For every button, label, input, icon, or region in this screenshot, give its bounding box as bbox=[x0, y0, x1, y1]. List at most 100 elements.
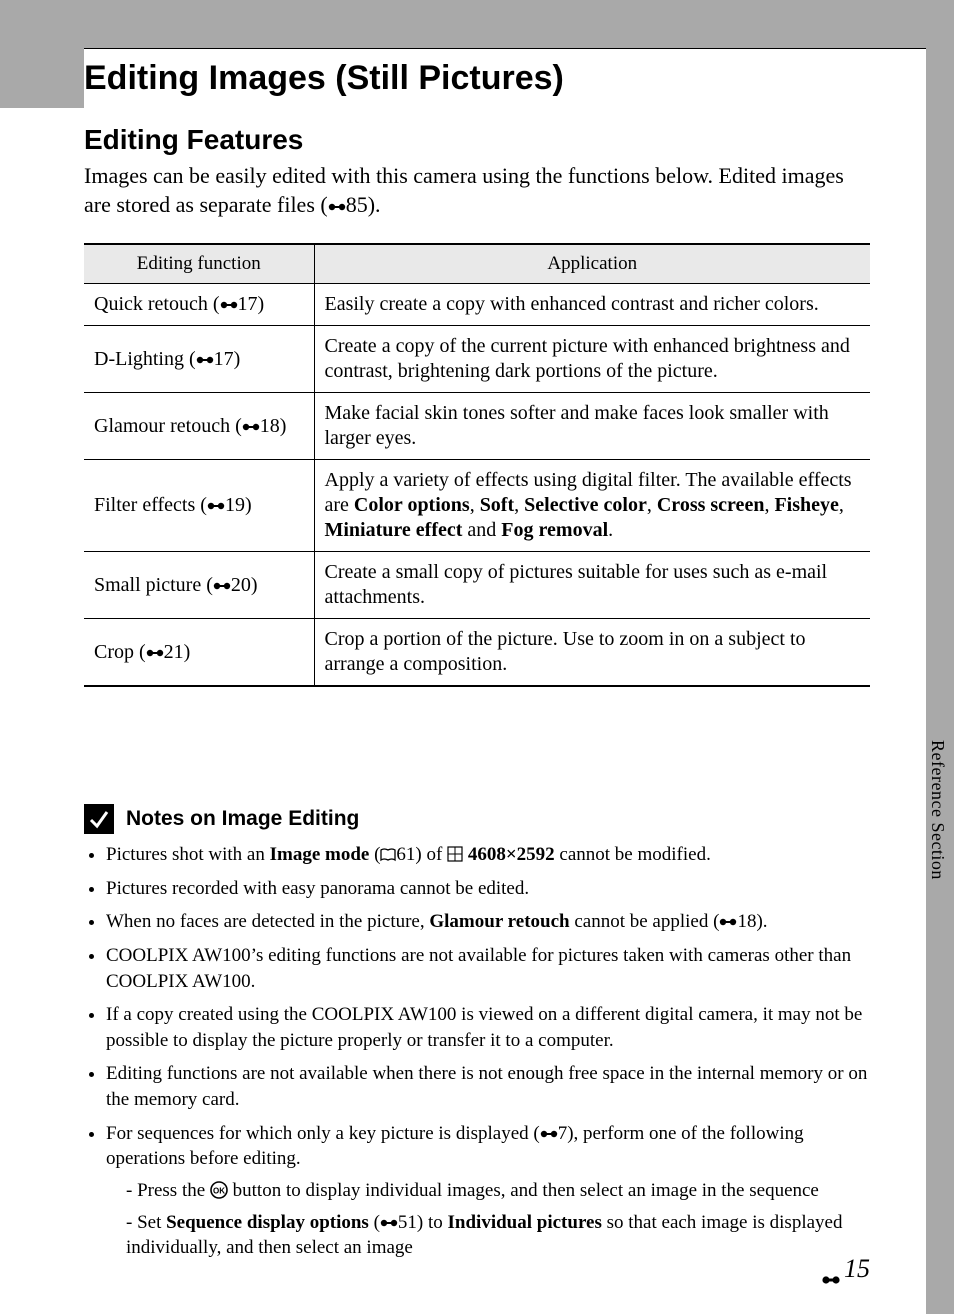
feature-ref: 18 bbox=[260, 415, 280, 437]
feature-name-cell: Filter effects (19) bbox=[84, 460, 314, 552]
sep: and bbox=[462, 519, 501, 541]
table-header-application: Application bbox=[314, 244, 870, 284]
image-size-icon bbox=[447, 844, 463, 860]
sep: , bbox=[839, 494, 844, 516]
feature-name-cell: D-Lighting (17) bbox=[84, 326, 314, 393]
note-item: For sequences for which only a key pictu… bbox=[106, 1121, 870, 1261]
table-row: Filter effects (19) Apply a variety of e… bbox=[84, 460, 870, 552]
note-text: Press the bbox=[137, 1180, 210, 1201]
reference-section-icon bbox=[213, 574, 231, 586]
table-row: Crop (21) Crop a portion of the picture.… bbox=[84, 619, 870, 687]
note-item: If a copy created using the COOLPIX AW10… bbox=[106, 1002, 870, 1053]
note-item: Pictures recorded with easy panorama can… bbox=[106, 876, 870, 902]
note-item: Editing functions are not available when… bbox=[106, 1061, 870, 1112]
section-heading: Editing Features bbox=[84, 124, 870, 156]
reference-section-icon bbox=[146, 641, 164, 653]
note-text: ) of bbox=[415, 844, 447, 865]
note-item: Pictures shot with an Image mode (61) of… bbox=[106, 842, 870, 868]
feature-ref: 17 bbox=[238, 293, 258, 315]
feature-name: Small picture bbox=[94, 574, 201, 596]
feature-ref: 17 bbox=[214, 348, 234, 370]
feature-name: Glamour retouch bbox=[94, 415, 230, 437]
note-text: ( bbox=[369, 1212, 380, 1233]
page-number: 15 bbox=[822, 1254, 870, 1284]
note-text: ). bbox=[756, 911, 767, 932]
notes-title: Notes on Image Editing bbox=[126, 807, 359, 831]
caution-check-icon bbox=[84, 804, 114, 834]
sep: , bbox=[514, 494, 524, 516]
filter-bold: Fog removal bbox=[501, 519, 608, 541]
filter-bold: Miniature effect bbox=[325, 519, 463, 541]
note-text: cannot be applied ( bbox=[570, 911, 720, 932]
intro-text: Images can be easily edited with this ca… bbox=[84, 162, 870, 219]
note-text: button to display individual images, and… bbox=[228, 1180, 819, 1201]
notes-header: Notes on Image Editing bbox=[84, 804, 870, 834]
sep: , bbox=[764, 494, 774, 516]
feature-ref: 21 bbox=[164, 641, 184, 663]
note-bold: Image mode bbox=[270, 844, 370, 865]
feature-app-cell: Easily create a copy with enhanced contr… bbox=[314, 284, 870, 326]
page-background: Editing Images (Still Pictures) Editing … bbox=[0, 0, 926, 1314]
reference-section-icon bbox=[220, 293, 238, 305]
notes-block: Notes on Image Editing Pictures shot wit… bbox=[84, 804, 870, 1269]
note-ref: 18 bbox=[737, 911, 756, 932]
feature-ref: 20 bbox=[231, 574, 251, 596]
feature-app-cell: Apply a variety of effects using digital… bbox=[314, 460, 870, 552]
reference-section-icon bbox=[196, 348, 214, 360]
manual-page-icon bbox=[380, 844, 396, 858]
note-sublist: Press the OK button to display individua… bbox=[106, 1178, 870, 1261]
sep: , bbox=[647, 494, 657, 516]
note-text: ( bbox=[369, 844, 380, 865]
note-text: ) to bbox=[417, 1212, 448, 1233]
intro-part-b: ). bbox=[368, 192, 381, 217]
note-text: cannot be modified. bbox=[555, 844, 711, 865]
svg-text:OK: OK bbox=[213, 1187, 225, 1196]
filter-bold: Cross screen bbox=[657, 494, 765, 516]
side-tab bbox=[926, 926, 954, 1170]
reference-section-icon bbox=[207, 494, 225, 506]
sep: . bbox=[608, 519, 613, 541]
table-row: Small picture (20) Create a small copy o… bbox=[84, 552, 870, 619]
features-table: Editing function Application Quick retou… bbox=[84, 243, 870, 687]
table-row: Quick retouch (17) Easily create a copy … bbox=[84, 284, 870, 326]
filter-bold: Soft bbox=[480, 494, 514, 516]
feature-ref: 19 bbox=[225, 494, 245, 516]
note-subitem: Set Sequence display options (51) to Ind… bbox=[126, 1210, 870, 1261]
filter-bold: Color options bbox=[354, 494, 470, 516]
table-row: Glamour retouch (18) Make facial skin to… bbox=[84, 393, 870, 460]
reference-section-icon bbox=[540, 1122, 558, 1134]
filter-bold: Fisheye bbox=[774, 494, 838, 516]
feature-app-cell: Make facial skin tones softer and make f… bbox=[314, 393, 870, 460]
note-ref: 61 bbox=[396, 844, 415, 865]
reference-section-icon bbox=[380, 1211, 398, 1223]
feature-name-cell: Crop (21) bbox=[84, 619, 314, 687]
side-label: Reference Section bbox=[927, 740, 948, 880]
feature-app-cell: Create a copy of the current picture wit… bbox=[314, 326, 870, 393]
feature-name-cell: Glamour retouch (18) bbox=[84, 393, 314, 460]
note-ref: 51 bbox=[398, 1212, 417, 1233]
note-text: For sequences for which only a key pictu… bbox=[106, 1123, 540, 1144]
reference-section-icon bbox=[822, 1263, 840, 1275]
intro-ref-num: 85 bbox=[346, 192, 368, 217]
note-text: When no faces are detected in the pictur… bbox=[106, 911, 429, 932]
note-text: Pictures shot with an bbox=[106, 844, 270, 865]
feature-name: Filter effects bbox=[94, 494, 195, 516]
title-container: Editing Images (Still Pictures) bbox=[84, 48, 926, 108]
feature-name: D-Lighting bbox=[94, 348, 184, 370]
note-item: COOLPIX AW100’s editing functions are no… bbox=[106, 943, 870, 994]
note-bold: Sequence display options bbox=[166, 1212, 369, 1233]
feature-name-cell: Small picture (20) bbox=[84, 552, 314, 619]
note-text: Set bbox=[137, 1212, 166, 1233]
reference-section-icon bbox=[242, 415, 260, 427]
intro-part-a: Images can be easily edited with this ca… bbox=[84, 163, 844, 217]
content-area: Editing Features Images can be easily ed… bbox=[84, 118, 870, 687]
feature-name: Crop bbox=[94, 641, 134, 663]
reference-section-icon bbox=[328, 192, 346, 204]
table-header-function: Editing function bbox=[84, 244, 314, 284]
sep: , bbox=[470, 494, 480, 516]
feature-app-cell: Crop a portion of the picture. Use to zo… bbox=[314, 619, 870, 687]
ok-button-icon: OK bbox=[210, 1181, 228, 1199]
note-subitem: Press the OK button to display individua… bbox=[126, 1178, 870, 1204]
table-row: D-Lighting (17) Create a copy of the cur… bbox=[84, 326, 870, 393]
note-item: When no faces are detected in the pictur… bbox=[106, 909, 870, 935]
